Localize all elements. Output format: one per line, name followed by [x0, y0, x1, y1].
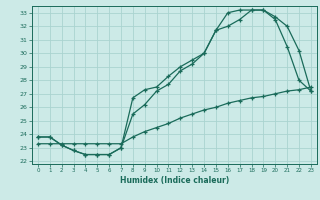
X-axis label: Humidex (Indice chaleur): Humidex (Indice chaleur) — [120, 176, 229, 185]
